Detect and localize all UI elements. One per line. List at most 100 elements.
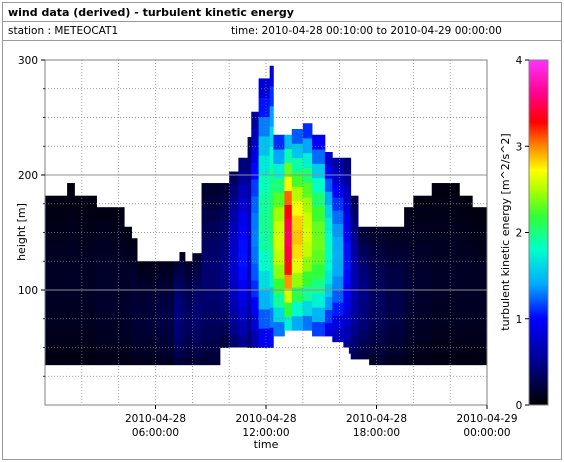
heatmap-cell xyxy=(472,229,487,242)
heatmap-cell xyxy=(155,342,175,351)
heatmap-cell xyxy=(369,354,387,366)
heatmap-cell xyxy=(155,349,175,358)
heatmap-cell xyxy=(229,221,239,235)
heatmap-cell xyxy=(155,335,175,343)
heatmap-cell xyxy=(201,325,221,340)
heatmap-cell xyxy=(358,330,370,341)
heatmap-cell xyxy=(302,285,313,302)
heatmap-cell xyxy=(369,315,387,326)
heatmap-cell xyxy=(291,315,304,331)
heatmap-cell xyxy=(251,179,260,197)
heatmap-cell xyxy=(137,276,156,284)
heatmap-cell xyxy=(201,209,221,223)
heatmap-cell xyxy=(238,320,248,335)
heatmap-cell xyxy=(472,252,487,264)
colorbar-tick-label: 3 xyxy=(516,141,523,153)
heatmap-cell xyxy=(413,231,433,245)
heatmap-cell xyxy=(472,297,487,309)
heatmap-cell xyxy=(312,221,326,236)
heatmap-cell xyxy=(238,293,248,308)
heatmap-cell xyxy=(219,194,230,207)
heatmap-cell xyxy=(124,285,132,297)
heatmap-cell xyxy=(229,171,239,185)
heatmap-cell xyxy=(238,157,248,172)
heatmap-cell xyxy=(312,206,326,222)
heatmap-cell xyxy=(124,325,132,336)
heatmap-cell xyxy=(137,290,156,299)
heatmap-cell xyxy=(247,317,252,333)
colorbar-label: turbulent kinetic energy [m^2/s^2] xyxy=(499,133,512,330)
heatmap-cell xyxy=(284,162,293,178)
heatmap-cell xyxy=(385,256,405,267)
heatmap-cell xyxy=(67,247,75,262)
heatmap-cell xyxy=(219,288,230,301)
heatmap-cell xyxy=(431,196,460,210)
heatmap-cell xyxy=(269,106,274,127)
heatmap-cell xyxy=(273,278,285,294)
heatmap-cell xyxy=(413,207,433,221)
heatmap-cell xyxy=(74,292,97,305)
heatmap-cell xyxy=(472,285,487,298)
heatmap-cell xyxy=(291,186,304,202)
heatmap-cell xyxy=(431,234,460,249)
heatmap-cell xyxy=(258,212,271,233)
heatmap-cell xyxy=(155,290,175,299)
heatmap-cell xyxy=(229,196,239,210)
heatmap-cell xyxy=(459,207,473,221)
heatmap-cell xyxy=(184,261,193,270)
heatmap-cell xyxy=(291,301,304,317)
heatmap-cell xyxy=(238,279,248,294)
heatmap-cell xyxy=(284,316,293,331)
heatmap-cell xyxy=(291,200,304,216)
heatmap-cell xyxy=(413,268,433,281)
heatmap-cell xyxy=(291,272,304,288)
heatmap-cell xyxy=(358,236,370,247)
heatmap-cell xyxy=(124,226,132,238)
colorbar-axis: 0 1 2 3 4 xyxy=(516,55,529,412)
heatmap-cell xyxy=(67,209,75,223)
heatmap-cell xyxy=(431,209,460,223)
heatmap-cell xyxy=(273,149,285,164)
heatmap-cell xyxy=(179,284,186,293)
heatmap-cell xyxy=(350,312,359,325)
heatmap-cell xyxy=(332,315,344,329)
heatmap-cell xyxy=(369,246,387,257)
heatmap-cell xyxy=(229,246,239,260)
heatmap-cell xyxy=(131,238,138,248)
heatmap-cell xyxy=(179,292,186,301)
heatmap-cell xyxy=(229,209,239,223)
heatmap-cell xyxy=(173,327,180,336)
heatmap-cell xyxy=(332,289,344,303)
heatmap-cell xyxy=(96,308,125,321)
heatmap-cell xyxy=(472,308,487,321)
heatmap-cell xyxy=(413,219,433,233)
heatmap-cell xyxy=(45,304,68,317)
heatmap-cell xyxy=(284,190,293,205)
heatmap-cell xyxy=(431,312,460,327)
heatmap-cell xyxy=(179,252,186,261)
heatmap-cell xyxy=(96,342,125,354)
heatmap-cell xyxy=(67,286,75,301)
heatmap-cell xyxy=(229,322,239,336)
heatmap-cell xyxy=(179,316,186,325)
heatmap-cell xyxy=(350,289,359,302)
heatmap-cell xyxy=(302,123,313,139)
heatmap-cell xyxy=(459,328,473,341)
heatmap-cell xyxy=(124,354,132,366)
heatmap-cell xyxy=(343,297,352,312)
heatmap-cell xyxy=(459,268,473,281)
heatmap-cell xyxy=(284,288,293,303)
heatmap-cell xyxy=(404,218,414,231)
heatmap-cell xyxy=(238,198,248,213)
heatmap-cell xyxy=(302,256,313,272)
heatmap-cell xyxy=(350,324,359,337)
heatmap-cell xyxy=(219,253,230,266)
heatmap-cell xyxy=(219,300,230,313)
heatmap-cell xyxy=(358,311,370,322)
heatmap-cell xyxy=(343,283,352,298)
heatmap-cell xyxy=(312,235,326,251)
heatmap-cell xyxy=(413,328,433,341)
heatmap-cell xyxy=(385,295,405,307)
heatmap-cell xyxy=(251,128,260,146)
heatmap-cell xyxy=(324,230,333,245)
